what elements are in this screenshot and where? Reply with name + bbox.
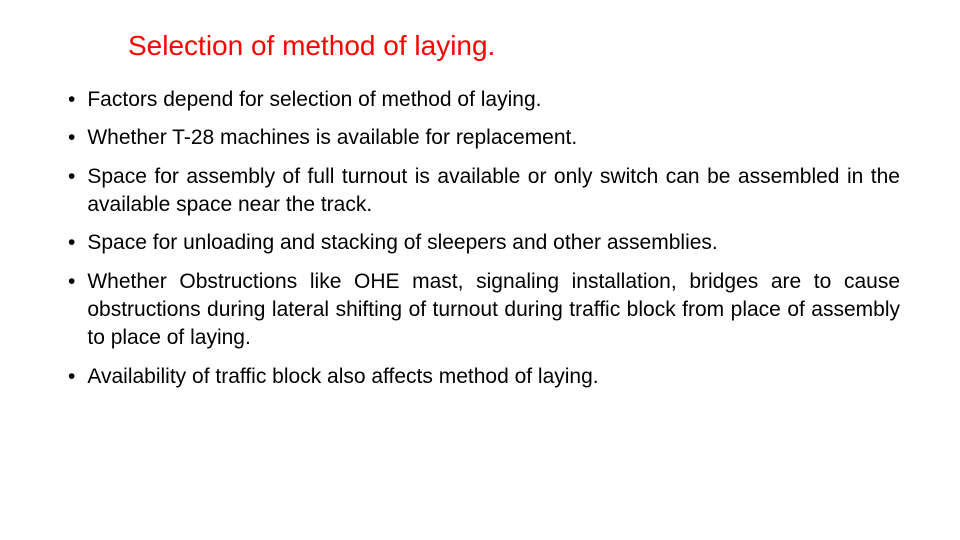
list-item: • Space for unloading and stacking of sl… bbox=[68, 229, 900, 257]
bullet-icon: • bbox=[68, 268, 75, 296]
bullet-text: Availability of traffic block also affec… bbox=[87, 363, 900, 391]
bullet-icon: • bbox=[68, 363, 75, 391]
bullet-list: • Factors depend for selection of method… bbox=[60, 86, 900, 391]
bullet-icon: • bbox=[68, 124, 75, 152]
bullet-icon: • bbox=[68, 86, 75, 114]
list-item: • Whether T-28 machines is available for… bbox=[68, 124, 900, 152]
list-item: • Whether Obstructions like OHE mast, si… bbox=[68, 268, 900, 353]
bullet-text: Whether T-28 machines is available for r… bbox=[87, 124, 900, 152]
bullet-text: Space for unloading and stacking of slee… bbox=[87, 229, 900, 257]
bullet-text: Factors depend for selection of method o… bbox=[87, 86, 900, 114]
slide-title: Selection of method of laying. bbox=[128, 30, 900, 62]
list-item: • Factors depend for selection of method… bbox=[68, 86, 900, 114]
list-item: • Availability of traffic block also aff… bbox=[68, 363, 900, 391]
bullet-icon: • bbox=[68, 229, 75, 257]
bullet-text: Whether Obstructions like OHE mast, sign… bbox=[87, 268, 900, 353]
slide-container: Selection of method of laying. • Factors… bbox=[0, 0, 960, 540]
bullet-text: Space for assembly of full turnout is av… bbox=[87, 163, 900, 220]
list-item: • Space for assembly of full turnout is … bbox=[68, 163, 900, 220]
bullet-icon: • bbox=[68, 163, 75, 191]
